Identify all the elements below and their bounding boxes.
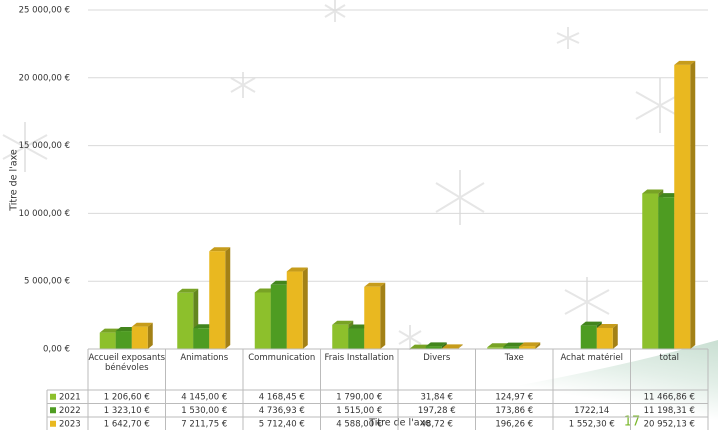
x-tick-label: total xyxy=(631,353,709,363)
legend-swatch xyxy=(50,407,56,413)
x-tick-label: Animations xyxy=(166,353,244,363)
bar xyxy=(597,328,613,349)
bar xyxy=(658,197,674,349)
category-cell: Frais Installation xyxy=(321,353,399,390)
bar-side xyxy=(148,323,153,349)
data-label: 124,97 € xyxy=(495,392,533,402)
data-label: 4 588,00 € xyxy=(336,419,382,429)
data-label: 1 206,60 € xyxy=(104,392,150,402)
y-tick-label: 10 000,00 € xyxy=(19,209,70,219)
y-tick-label: 0,00 € xyxy=(43,345,70,355)
bar-side xyxy=(380,283,385,349)
legend-label: 2023 xyxy=(59,419,81,429)
bar-side xyxy=(690,61,695,349)
data-label: 31,84 € xyxy=(421,392,453,402)
data-label: 11 198,31 € xyxy=(644,406,695,416)
y-tick-label: 25 000,00 € xyxy=(19,6,70,16)
bar xyxy=(364,287,380,349)
x-tick-label: Achat matériel xyxy=(553,353,631,363)
data-label: 20 952,13 € xyxy=(644,419,695,429)
category-cell: Divers xyxy=(398,353,476,390)
x-tick-label: Communication xyxy=(243,353,321,363)
data-label: 1 790,00 € xyxy=(336,392,382,402)
data-label: 1722,14 xyxy=(574,406,609,416)
data-label: 4 145,00 € xyxy=(181,392,227,402)
bar xyxy=(177,293,193,349)
data-label: 48,72 € xyxy=(421,419,453,429)
category-cell: total xyxy=(631,353,709,390)
data-label: 7 211,75 € xyxy=(181,419,227,429)
bar xyxy=(271,285,287,349)
bar xyxy=(332,325,348,349)
x-tick-label: Frais Installation xyxy=(321,353,399,363)
data-label: 4 168,45 € xyxy=(259,392,305,402)
x-tick-label: Divers xyxy=(398,353,476,363)
bar xyxy=(132,327,148,349)
data-label: 196,26 € xyxy=(495,419,533,429)
bar xyxy=(116,331,132,349)
bar-side xyxy=(225,247,230,349)
bar xyxy=(674,65,690,349)
category-cell: Animations xyxy=(166,353,244,390)
bar xyxy=(193,328,209,349)
data-label: 1 642,70 € xyxy=(104,419,150,429)
y-tick-label: 20 000,00 € xyxy=(19,73,70,83)
y-tick-label: 15 000,00 € xyxy=(19,141,70,151)
bar xyxy=(100,333,116,349)
legend-swatch xyxy=(50,421,56,427)
category-cell: Achat matériel xyxy=(553,353,631,390)
data-label: 197,28 € xyxy=(418,406,456,416)
bar xyxy=(642,194,658,349)
data-label: 1 530,00 € xyxy=(181,406,227,416)
legend-label: 2021 xyxy=(59,392,81,402)
category-cell: Communication xyxy=(243,353,321,390)
x-tick-label: Taxe xyxy=(476,353,554,363)
data-label: 11 466,86 € xyxy=(644,392,695,402)
bar-side xyxy=(613,324,618,349)
data-label: 1 323,10 € xyxy=(104,406,150,416)
chart: Titre de l'axe Titre de l'axe 17 0,00 €5… xyxy=(0,0,718,430)
category-cell: Accueil exposants bénévoles xyxy=(88,353,166,390)
data-label: 4 736,93 € xyxy=(259,406,305,416)
bar xyxy=(209,251,225,349)
bar xyxy=(287,272,303,349)
data-label: 173,86 € xyxy=(495,406,533,416)
bar-side xyxy=(303,268,308,349)
category-cell: Taxe xyxy=(476,353,554,390)
bar xyxy=(348,328,364,349)
data-label: 1 515,00 € xyxy=(336,406,382,416)
legend-swatch xyxy=(50,394,56,400)
legend-label: 2022 xyxy=(59,406,81,416)
bar xyxy=(255,292,271,349)
data-label: 5 712,40 € xyxy=(259,419,305,429)
y-tick-label: 5 000,00 € xyxy=(24,277,70,287)
bar xyxy=(581,326,597,349)
x-tick-label: Accueil exposants bénévoles xyxy=(88,353,166,373)
data-label: 1 552,30 € xyxy=(569,419,615,429)
y-axis-title: Titre de l'axe xyxy=(9,149,20,212)
